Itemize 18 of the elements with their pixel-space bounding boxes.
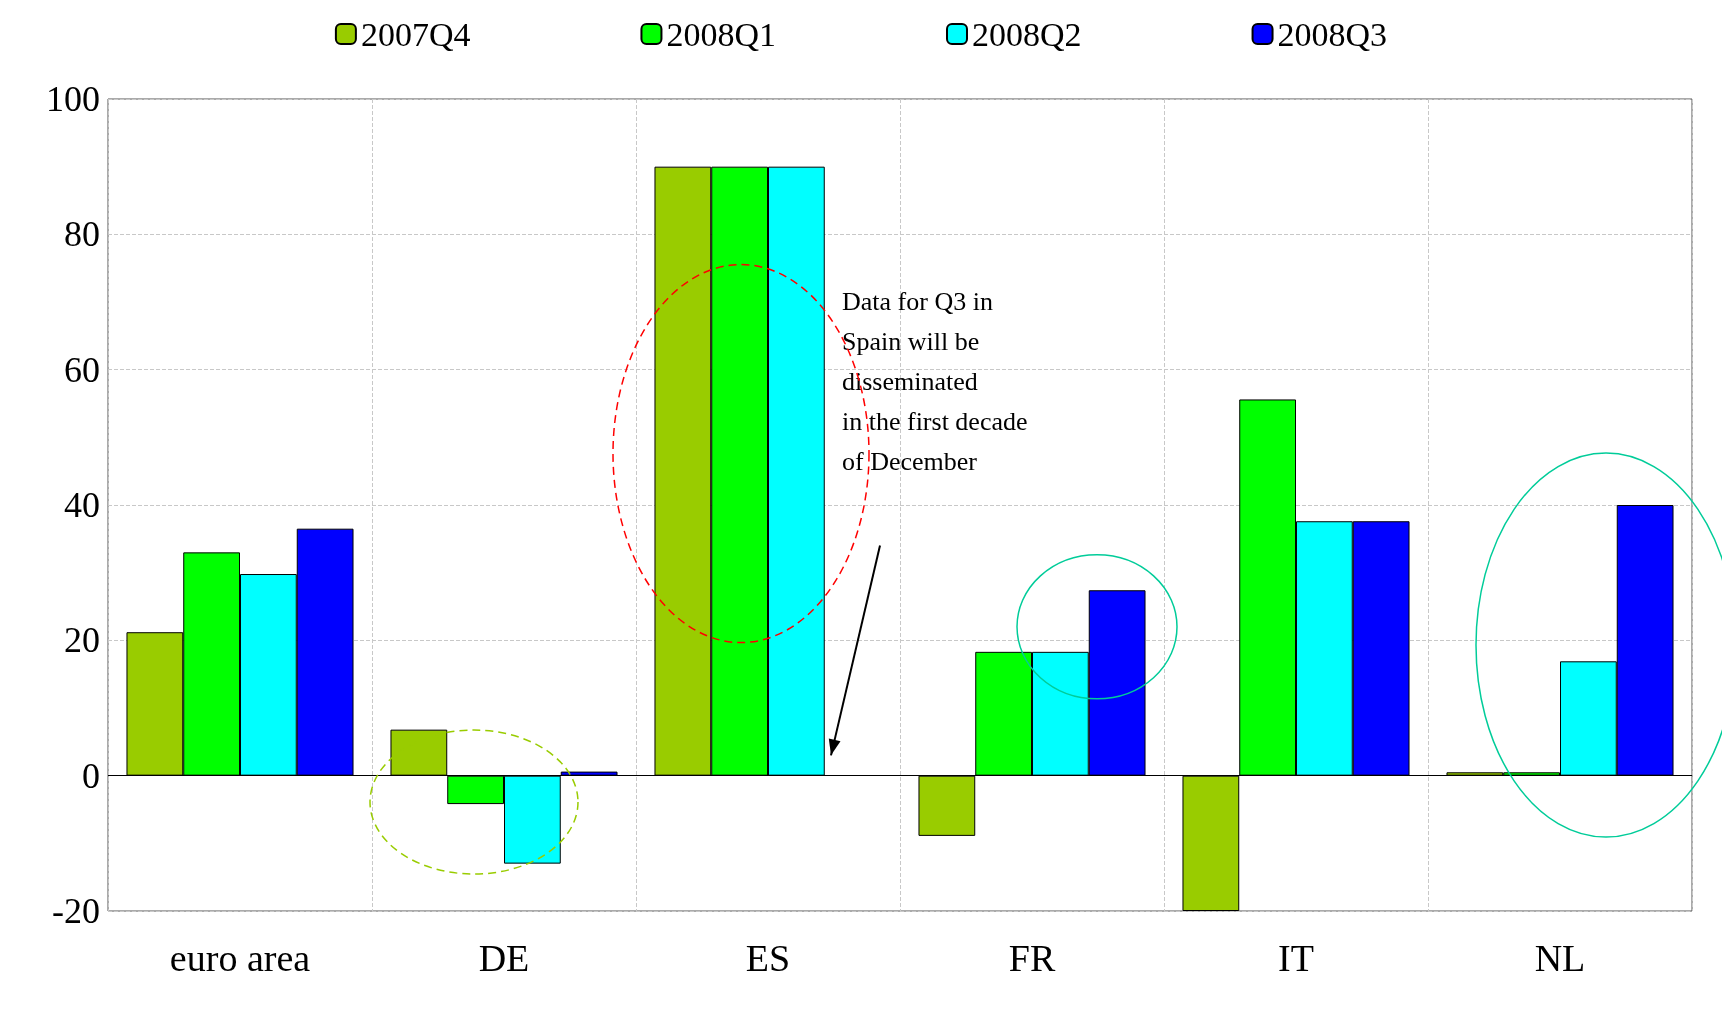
x-tick-label: ES xyxy=(745,937,791,979)
annotation: Data for Q3 in Spain will be disseminated in the first decade of December xyxy=(842,287,1028,477)
y-tick-label: 100 xyxy=(46,79,100,119)
legend-label: 2007Q4 xyxy=(360,15,471,53)
x-tick-label: IT xyxy=(1278,937,1314,979)
legend-label: 2008Q1 xyxy=(666,15,777,53)
x-tick-label: FR xyxy=(1008,937,1056,979)
y-tick-label: 80 xyxy=(64,214,100,255)
y-tick-label: 0 xyxy=(82,755,100,796)
legend-label: 2008Q2 xyxy=(972,15,1082,53)
legend-label: 2008Q3 xyxy=(1277,15,1388,53)
y-tick-label: 40 xyxy=(64,485,100,525)
y-tick-label: 60 xyxy=(64,349,100,390)
y-tick-label: -20 xyxy=(52,891,100,931)
x-tick-label: DE xyxy=(478,937,530,979)
y-tick-label: 20 xyxy=(64,620,100,661)
x-tick-label: NL xyxy=(1534,937,1586,979)
x-tick-label: euro area xyxy=(169,937,311,979)
